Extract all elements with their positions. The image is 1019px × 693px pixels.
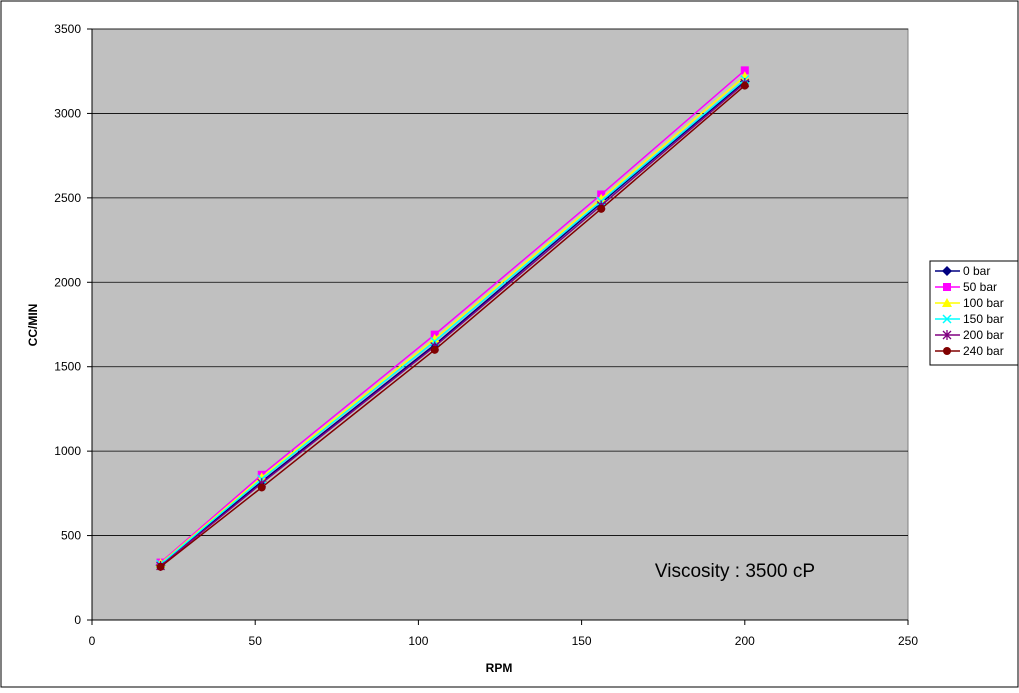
y-axis-label: CC/MIN (26, 304, 40, 347)
y-tick-label: 3500 (54, 22, 81, 36)
legend-marker (943, 283, 951, 291)
y-tick-label: 2500 (54, 191, 81, 205)
legend-label: 200 bar (963, 328, 1004, 342)
data-point (430, 345, 439, 354)
legend-label: 50 bar (963, 280, 997, 294)
y-tick-label: 1500 (54, 360, 81, 374)
x-tick-label: 50 (249, 634, 263, 648)
data-point (429, 333, 440, 343)
y-tick-label: 0 (74, 613, 81, 627)
x-tick-label: 150 (572, 634, 592, 648)
x-axis-label: RPM (486, 661, 513, 675)
data-point (256, 472, 267, 482)
y-tick-label: 1000 (54, 444, 81, 458)
legend-marker (942, 266, 952, 276)
x-tick-label: 250 (898, 634, 918, 648)
x-tick-label: 200 (735, 634, 755, 648)
data-point (740, 81, 749, 90)
legend-box (929, 260, 1019, 366)
y-tick-label: 500 (61, 529, 81, 543)
y-tick-label: 3000 (54, 106, 81, 120)
legend-marker (942, 314, 952, 324)
data-point (597, 204, 606, 213)
legend-label: 0 bar (963, 264, 990, 278)
legend: 0 bar 50 bar 100 bar 150 bar 200 bar 240 bar (929, 260, 1019, 366)
legend-label: 100 bar (963, 296, 1004, 310)
plot-area (91, 28, 909, 621)
legend-marker (942, 298, 952, 307)
data-point (596, 193, 607, 203)
y-tick-label: 2000 (54, 275, 81, 289)
legend-marker (943, 347, 951, 355)
legend-label: 240 bar (963, 344, 1004, 358)
legend-label: 150 bar (963, 312, 1004, 326)
x-tick-label: 0 (89, 634, 96, 648)
legend-marker (942, 330, 952, 340)
series-240-bar (156, 81, 749, 571)
data-point (156, 562, 165, 571)
data-point (740, 66, 749, 75)
viscosity-annotation: Viscosity : 3500 cP (655, 561, 815, 582)
data-point (257, 483, 266, 492)
x-tick-label: 100 (408, 634, 428, 648)
